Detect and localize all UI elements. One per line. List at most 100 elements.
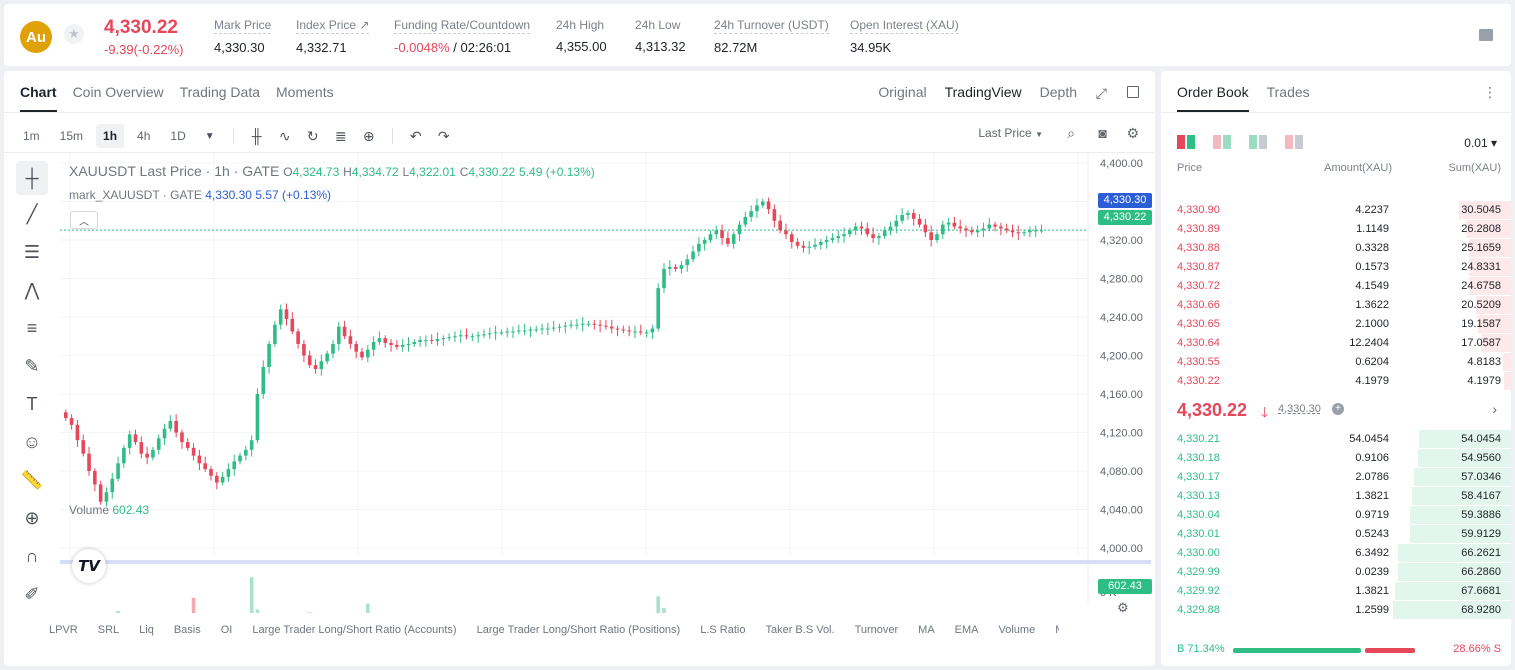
add-alert-icon[interactable]: ⊕ [362,127,375,144]
view-original[interactable]: Original [878,84,927,100]
indicator-1[interactable]: SRL [97,624,120,636]
tab-order-book[interactable]: Order Book [1177,84,1249,112]
price-type-select[interactable]: Last Price ▼ [978,126,1043,140]
tab-coin-overview[interactable]: Coin Overview [72,84,164,100]
candlestick-icon[interactable]: ╫ [251,128,262,144]
crosshair-icon[interactable]: ┼ [16,161,48,195]
ask-row[interactable]: 4,330.87 0.1573 24.8331 [1161,257,1511,276]
bid-amount: 6.3492 [1355,547,1389,559]
window-icon[interactable] [1127,86,1139,98]
chevron-down-icon[interactable]: ▼ [204,130,215,142]
ask-row[interactable]: 4,330.88 0.3328 25.1659 [1161,238,1511,257]
indicator-2[interactable]: Liq [139,624,154,636]
replay-icon[interactable]: ↻ [306,127,319,144]
tab-trades[interactable]: Trades [1266,84,1310,100]
candle-body [627,330,631,332]
indicator-10[interactable]: MA [918,624,935,636]
indicator-7[interactable]: L.S Ratio [700,624,746,636]
indicator-9[interactable]: Turnover [854,624,899,636]
zoom-in-icon[interactable]: ⊕ [24,507,40,528]
undo-icon[interactable]: ↶ [409,127,422,144]
view-tradingview[interactable]: TradingView [944,84,1022,100]
ask-row[interactable]: 4,330.89 1.1149 26.2808 [1161,219,1511,238]
pencil-lock-icon[interactable]: ✐ [24,583,40,604]
timeframe-1d[interactable]: 1D [170,129,186,143]
ask-row[interactable]: 4,330.72 4.1549 24.6758 [1161,276,1511,295]
indicator-3[interactable]: Basis [173,624,201,636]
timeframe-1m[interactable]: 1m [23,129,40,143]
tradingview-logo[interactable]: 𝙏𝙑 [72,549,106,583]
ask-row[interactable]: 4,330.55 0.6204 4.8183 [1161,352,1511,371]
mode-both-icon[interactable] [1177,135,1195,149]
plus-icon[interactable]: + [1332,403,1344,415]
pattern-icon[interactable]: ⋀ [24,279,40,300]
stat-open-interest[interactable]: Open Interest (XAU) 34.95K [850,18,959,55]
bid-row[interactable]: 4,330.00 6.3492 66.2621 [1161,543,1511,562]
bid-row[interactable]: 4,330.21 54.0454 54.0454 [1161,429,1511,448]
candle-body [290,318,295,332]
stat-funding-rate[interactable]: Funding Rate/Countdown -0.0048% / 02:26:… [394,18,531,55]
emoji-icon[interactable]: ☺ [22,431,42,452]
stat-24h-turnover[interactable]: 24h Turnover (USDT) 82.72M [714,18,829,55]
search-icon[interactable]: ⌕ [1067,125,1075,141]
collapse-legend-button[interactable]: ︿ [70,211,98,229]
settings-icon[interactable]: ⚙ [1117,600,1129,615]
indicator-0[interactable]: LPVR [49,624,78,636]
template-icon[interactable]: ≣ [334,127,347,144]
gear-icon[interactable]: ⚙ [1126,125,1139,141]
mode-bids-icon[interactable] [1213,135,1231,149]
indicator-13[interactable]: MACD [1055,624,1059,636]
redo-icon[interactable]: ↷ [437,127,450,144]
mode-asks-icon[interactable] [1249,135,1267,149]
indicators-icon[interactable]: ∿ [278,127,291,144]
tab-trading-data[interactable]: Trading Data [179,84,261,100]
bid-row[interactable]: 4,330.17 2.0786 57.0346 [1161,467,1511,486]
magnet-icon[interactable]: ∩ [25,545,39,566]
tab-chart[interactable]: Chart [20,84,57,112]
bid-row[interactable]: 4,329.99 0.0239 66.2860 [1161,562,1511,581]
favorite-star-icon[interactable]: ★ [64,24,84,44]
ruler-icon[interactable]: 📏 [20,469,44,490]
tab-moments[interactable]: Moments [276,84,334,100]
chevron-right-icon[interactable]: › [1492,401,1497,417]
text-icon[interactable]: T [26,393,38,414]
fullscreen-icon[interactable]: ⤢ [1095,85,1107,101]
candle-body [389,342,393,345]
mode-compact-icon[interactable] [1285,135,1303,149]
fib-icon[interactable]: ≡ [26,317,38,338]
ask-row[interactable]: 4,330.66 1.3622 20.5209 [1161,295,1511,314]
camera-icon[interactable]: ◙ [1098,125,1107,141]
indicator-12[interactable]: Volume [998,624,1036,636]
view-depth[interactable]: Depth [1039,84,1077,100]
stat-index-price[interactable]: Index Price ↗ 4,332.71 [296,18,370,55]
bid-row[interactable]: 4,329.92 1.3821 67.6681 [1161,581,1511,600]
ask-row[interactable]: 4,330.90 4.2237 30.5045 [1161,200,1511,219]
timeframe-15m[interactable]: 15m [59,129,84,143]
indicator-4[interactable]: OI [220,624,233,636]
candle-body [830,238,835,240]
timeframe-1h[interactable]: 1h [96,124,125,148]
bid-row[interactable]: 4,330.04 0.9719 59.3886 [1161,505,1511,524]
stat-mark-price[interactable]: Mark Price 4,330.30 [214,18,272,55]
ask-row[interactable]: 4,330.64 12.2404 17.0587 [1161,333,1511,352]
indicator-8[interactable]: Taker B.S Vol. [765,624,835,636]
candle-body [487,333,492,335]
precision-select[interactable]: 0.01 ▾ [1464,136,1497,150]
ask-row[interactable]: 4,330.65 2.1000 19.1587 [1161,314,1511,333]
trend-line-icon[interactable]: ╱ [26,203,38,224]
horizontal-lines-icon[interactable]: ☰ [23,241,41,262]
indicator-5[interactable]: Large Trader Long/Short Ratio (Accounts) [252,624,457,636]
bid-row[interactable]: 4,330.18 0.9106 54.9560 [1161,448,1511,467]
price-chart[interactable]: 4,400.004,360.004,320.004,280.004,240.00… [60,153,1151,613]
more-icon[interactable]: ⋮ [1483,84,1497,100]
indicator-11[interactable]: EMA [954,624,979,636]
bid-row[interactable]: 4,329.88 1.2599 68.9280 [1161,600,1511,619]
volume-label: Volume [69,503,110,517]
book-icon[interactable] [1479,29,1493,41]
brush-icon[interactable]: ✎ [24,355,40,376]
ask-row[interactable]: 4,330.22 4.1979 4.1979 [1161,371,1511,390]
indicator-6[interactable]: Large Trader Long/Short Ratio (Positions… [476,624,681,636]
bid-row[interactable]: 4,330.01 0.5243 59.9129 [1161,524,1511,543]
timeframe-4h[interactable]: 4h [137,129,151,143]
bid-row[interactable]: 4,330.13 1.3821 58.4167 [1161,486,1511,505]
